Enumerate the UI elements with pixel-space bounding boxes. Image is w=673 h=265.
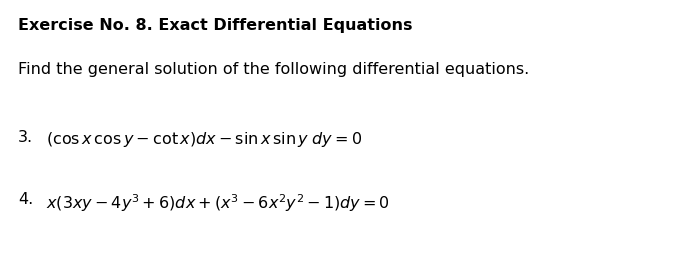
Text: $x(3xy - 4y^3 + 6)dx + (x^3 - 6x^2y^2 - 1)dy = 0$: $x(3xy - 4y^3 + 6)dx + (x^3 - 6x^2y^2 - … (46, 192, 390, 214)
Text: Find the general solution of the following differential equations.: Find the general solution of the followi… (18, 62, 529, 77)
Text: 4.: 4. (18, 192, 33, 207)
Text: 3.: 3. (18, 130, 33, 145)
Text: $(\cos x\, \cos y - \cot x)dx - \sin x\, \sin y\; dy = 0$: $(\cos x\, \cos y - \cot x)dx - \sin x\,… (46, 130, 362, 149)
Text: Exercise No. 8. Exact Differential Equations: Exercise No. 8. Exact Differential Equat… (18, 18, 413, 33)
